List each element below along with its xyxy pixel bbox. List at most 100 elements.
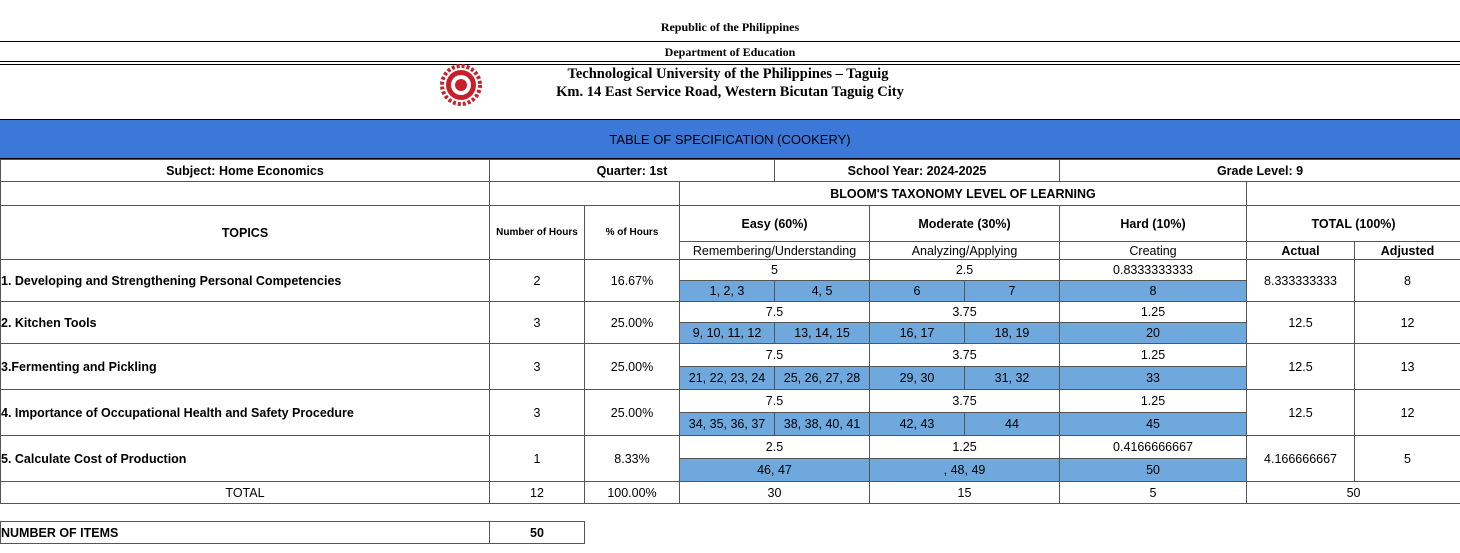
item-numbers: 33	[1059, 366, 1248, 390]
moderate-sub: Analyzing/Applying	[868, 241, 1061, 260]
quarter: Quarter: 1st	[489, 159, 775, 182]
actual-header: Actual	[1246, 241, 1356, 260]
logo	[440, 64, 482, 106]
item-numbers: 45	[1059, 412, 1248, 436]
item-numbers: 20	[1059, 322, 1248, 344]
easy-sub: Remembering/Understanding	[679, 241, 870, 260]
item-numbers: 4, 5	[774, 280, 870, 302]
cell	[0, 181, 490, 206]
table-row: TOTAL 12 100.00% 30 15 5 50	[0, 481, 1460, 504]
table-row	[1, 504, 1460, 522]
table-row: BLOOM'S TAXONOMY LEVEL OF LEARNING	[0, 181, 1460, 206]
total-moderate: 15	[868, 481, 1061, 504]
table-row: 5. Calculate Cost of Production 1 8.33% 2.5…	[0, 435, 1460, 482]
percent: 8.33%	[584, 435, 680, 482]
adjusted: 5	[1354, 435, 1460, 482]
total-easy: 30	[679, 481, 870, 504]
item-numbers: 9, 10, 11, 12	[679, 322, 775, 344]
moderate-count: 3.75	[868, 389, 1061, 413]
percent: 25.00%	[584, 343, 680, 390]
hard-count: 1.25	[1059, 389, 1248, 413]
topic: 3.Fermenting and Pickling	[0, 343, 490, 390]
item-numbers: 16, 17	[869, 322, 965, 344]
easy-count: 5	[679, 259, 870, 281]
items-value: 50	[489, 521, 585, 544]
total-label: TOTAL	[0, 481, 490, 504]
item-numbers: 1, 2, 3	[679, 280, 775, 302]
department: Department of Education	[664, 45, 796, 59]
subject: Subject: Home Economics	[0, 159, 490, 182]
hours: 2	[489, 259, 585, 302]
cell	[489, 181, 680, 206]
table-row: 46, 47, 48, 49 50	[1, 458, 1460, 482]
item-numbers: 13, 14, 15	[774, 322, 870, 344]
cell	[490, 504, 1460, 522]
table-row: 9, 10, 11, 12 13, 14, 15 16, 17 18, 19 20	[1, 322, 1460, 344]
actual: 4.166666667	[1246, 435, 1356, 482]
easy-count: 7.5	[679, 343, 870, 367]
adjusted: 8	[1354, 259, 1460, 302]
item-numbers: , 48, 49	[868, 458, 1061, 482]
topic: 1. Developing and Strengthening Personal…	[0, 259, 490, 302]
table-row: 4. Importance of Occupational Health and…	[0, 389, 1460, 436]
moderate-header: Moderate (30%)	[868, 205, 1061, 242]
hard-sub: Creating	[1059, 241, 1248, 260]
adjusted: 13	[1354, 343, 1460, 390]
total-hard: 5	[1059, 481, 1248, 504]
moderate-count: 2.5	[868, 259, 1061, 281]
item-numbers: 44	[963, 412, 1061, 436]
item-numbers: 46, 47	[679, 458, 870, 482]
table-row: TOPICS Number of Hours% of Hours Easy (60%…	[0, 205, 1460, 260]
banner: TABLE OF SPECIFICATION (COOKERY)	[0, 119, 1460, 159]
percent: 25.00%	[584, 389, 680, 436]
topic: 2. Kitchen Tools	[0, 301, 490, 344]
moderate-count: 1.25	[868, 435, 1061, 459]
percent: 16.67%	[584, 259, 680, 302]
total-items: 50	[1246, 481, 1460, 504]
moderate-count: 3.75	[868, 343, 1061, 367]
address: Km. 14 East Service Road, Western Bicuta…	[556, 84, 904, 100]
easy-count: 7.5	[679, 301, 870, 323]
easy-count: 7.5	[679, 389, 870, 413]
hard-count: 1.25	[1059, 343, 1248, 367]
school: Technological University of the Philippi…	[567, 66, 889, 82]
table-row: Subject: Home Economics Quarter: 1st Schoo…	[0, 159, 1460, 182]
republic: Republic of the Philippines	[660, 20, 800, 34]
item-numbers: 29, 30	[869, 366, 965, 390]
actual: 12.5	[1246, 343, 1356, 390]
total-header: TOTAL (100%)	[1246, 205, 1460, 242]
hours: 3	[489, 343, 585, 390]
item-numbers: 7	[963, 280, 1061, 302]
hard-header: Hard (10%)	[1059, 205, 1248, 242]
adjusted: 12	[1354, 389, 1460, 436]
bloom-header: BLOOM'S TAXONOMY LEVEL OF LEARNING	[678, 181, 1248, 206]
table-row: 1. Developing and Strengthening Personal…	[0, 259, 1460, 302]
total-percent: 100.00%	[584, 481, 680, 504]
hours-header: Number of Hours	[489, 205, 585, 260]
actual: 12.5	[1246, 389, 1356, 436]
grade-level: Grade Level: 9	[1059, 159, 1460, 182]
item-numbers: 8	[1059, 280, 1248, 302]
hard-count: 0.4166666667	[1059, 435, 1248, 459]
topics-header: TOPICS	[0, 205, 490, 260]
topic: 5. Calculate Cost of Production	[0, 435, 490, 482]
table-row: 2. Kitchen Tools 3 25.00% 7.5 3.75 1.25 12.5 12	[0, 301, 1460, 344]
item-numbers: 31, 32	[963, 366, 1061, 390]
item-numbers: 25, 26, 27, 28	[774, 366, 870, 390]
easy-count: 2.5	[679, 435, 870, 459]
actual: 8.333333333	[1246, 259, 1356, 302]
moderate-count: 3.75	[868, 301, 1061, 323]
easy-header: Easy (60%)	[679, 205, 870, 242]
item-numbers: 34, 35, 36, 37	[679, 412, 775, 436]
percent: 25.00%	[584, 301, 680, 344]
letterhead: Republic of the Philippines Department o…	[0, 0, 1460, 119]
topic: 4. Importance of Occupational Health and…	[0, 389, 490, 436]
table-row: 34, 35, 36, 37 38, 38, 40, 41 42, 43 44 45	[1, 412, 1460, 436]
item-numbers: 50	[1059, 458, 1248, 482]
specification-table: Subject: Home Economics Quarter: 1st Schoo…	[0, 159, 1460, 544]
table-row: 3.Fermenting and Pickling 3 25.00% 7.5 3.75 1…	[0, 343, 1460, 390]
hard-count: 1.25	[1059, 301, 1248, 323]
total-hours: 12	[489, 481, 585, 504]
